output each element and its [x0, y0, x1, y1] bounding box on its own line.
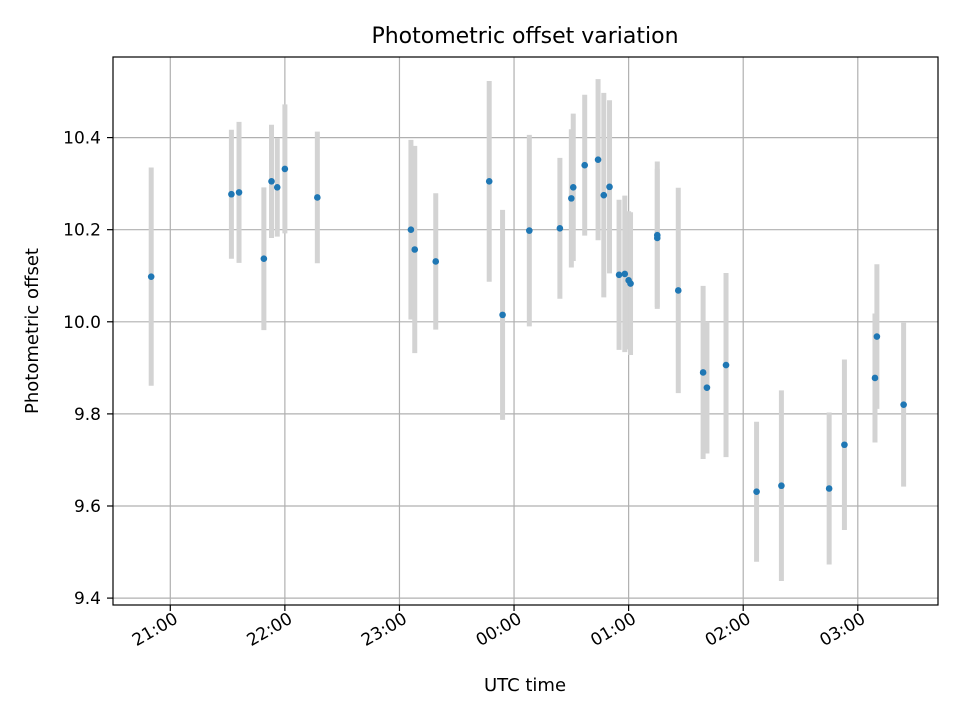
axes-frame [112, 56, 939, 606]
data-point [778, 482, 785, 490]
data-point [556, 225, 564, 232]
data-point [825, 485, 833, 492]
data-point [273, 184, 281, 191]
data-point [485, 178, 493, 185]
data-points [147, 156, 907, 496]
data-point [753, 488, 760, 496]
data-point [722, 361, 730, 369]
data-point [281, 165, 289, 173]
data-point [699, 369, 707, 376]
data-point [600, 191, 608, 199]
data-point [581, 161, 589, 169]
chart-title: Photometric offset variation [371, 24, 678, 49]
data-point [627, 280, 634, 287]
data-point [260, 255, 268, 263]
data-point [235, 189, 243, 196]
y-axis-label: Photometric offset [22, 248, 43, 414]
data-point [703, 384, 711, 391]
y-axis-ticks: 9.4 9.6 9.8 10.0 10.2 10.4 [63, 129, 113, 609]
data-point [407, 226, 415, 233]
data-point [411, 246, 419, 253]
x-axis-label: UTC time [484, 675, 566, 696]
data-point [568, 195, 575, 202]
data-point [900, 401, 907, 408]
data-point [653, 231, 661, 239]
y-tick-label: 9.8 [74, 405, 101, 425]
grid [113, 57, 938, 605]
data-point [873, 333, 881, 340]
y-tick-label: 10.2 [63, 221, 101, 241]
data-point [594, 156, 602, 163]
data-point [841, 441, 848, 449]
data-point [314, 194, 321, 201]
y-tick-label: 10.0 [63, 313, 101, 333]
data-point [268, 178, 275, 185]
data-point [871, 374, 879, 382]
y-tick-label: 9.4 [74, 589, 101, 609]
data-point [615, 271, 623, 279]
data-point [674, 287, 682, 294]
data-point [147, 273, 155, 280]
plot-area [113, 57, 938, 605]
data-point [526, 227, 533, 234]
data-point [228, 190, 235, 198]
data-point [606, 183, 613, 191]
data-point [621, 270, 629, 278]
data-point [432, 258, 440, 265]
y-tick-label: 10.4 [63, 129, 101, 149]
data-point [569, 184, 577, 191]
y-tick-label: 9.6 [74, 497, 101, 517]
data-point [499, 311, 506, 319]
